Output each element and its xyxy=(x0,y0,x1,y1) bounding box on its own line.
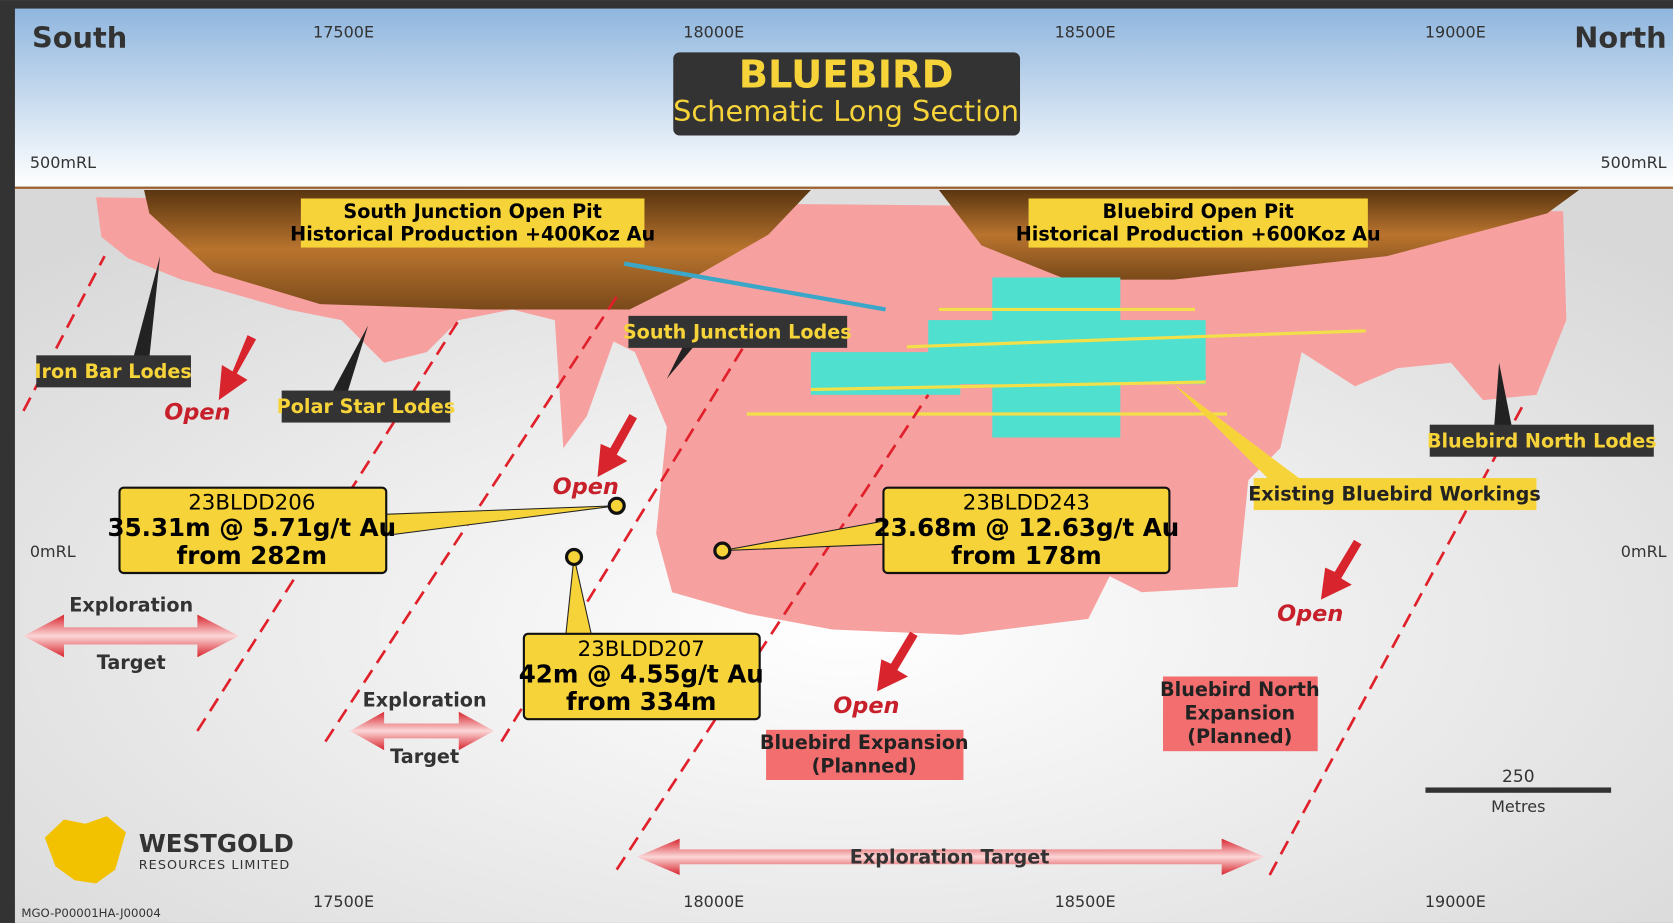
hole-id: 23BLDD206 xyxy=(188,491,315,516)
drillhole-callouts: 23BLDD206 35.31m @ 5.71g/t Au from 282m … xyxy=(108,486,1180,721)
target-arrows xyxy=(23,614,1265,875)
intercept: 35.31m @ 5.71g/t Au xyxy=(108,513,397,542)
target-label: Target xyxy=(97,651,166,674)
elevation: 0mRL xyxy=(30,542,76,561)
axes: 17500E 18000E 18500E 19000E 17500E 18000… xyxy=(30,21,1667,912)
easting: 19000E xyxy=(1425,23,1486,42)
expansion-labels: Bluebird Expansion (Planned) Bluebird No… xyxy=(760,676,1320,780)
title-box xyxy=(673,52,1021,136)
lode-label: Iron Bar Lodes xyxy=(34,360,191,383)
expansion-label: Bluebird North xyxy=(1160,678,1320,701)
expansion-label: (Planned) xyxy=(812,755,917,778)
pit-label: Bluebird Open Pit xyxy=(1103,200,1294,223)
scale-label: 250 xyxy=(1502,767,1535,787)
title: BLUEBIRD xyxy=(739,52,954,97)
lode-label: Existing Bluebird Workings xyxy=(1248,483,1541,506)
elevation: 500mRL xyxy=(30,153,96,172)
easting: 18000E xyxy=(683,892,744,911)
easting: 17500E xyxy=(313,23,374,42)
elevation: 0mRL xyxy=(1621,542,1667,561)
target-labels: Exploration Target Exploration Target Ex… xyxy=(69,594,1049,869)
expansion-label: Bluebird Expansion xyxy=(760,731,969,754)
target-label: Target xyxy=(390,745,459,768)
pit-label: Historical Production +600Koz Au xyxy=(1016,222,1381,245)
easting: 18000E xyxy=(683,23,744,42)
direction: North xyxy=(1574,21,1666,55)
pit-labels: South Junction Open Pit Historical Produ… xyxy=(290,198,1381,248)
easting: 17500E xyxy=(313,892,374,911)
lode-label: Bluebird North Lodes xyxy=(1427,429,1657,452)
easting: 18500E xyxy=(1055,892,1116,911)
open-labels: Open Open Open Open xyxy=(164,399,1343,718)
target-label: Exploration xyxy=(363,689,487,712)
document-id: MGO-P00001HA-J00004 xyxy=(21,906,161,920)
intercept: 42m @ 4.55g/t Au xyxy=(519,659,764,688)
expansion-label: (Planned) xyxy=(1187,725,1292,748)
target-label: Exploration xyxy=(69,594,193,617)
open-label: Open xyxy=(164,399,230,425)
hole-id: 23BLDD207 xyxy=(578,637,705,662)
open-label: Open xyxy=(553,474,619,500)
open-arrows xyxy=(218,335,1362,692)
subtitle: Schematic Long Section xyxy=(673,94,1019,128)
logo-sub: RESOURCES LIMITED xyxy=(139,858,291,873)
direction: South xyxy=(32,21,127,55)
hole-id: 23BLDD243 xyxy=(963,491,1090,516)
scale-bar: 250 Metres xyxy=(1425,767,1612,816)
intercept: from 282m xyxy=(177,541,328,570)
intercept: from 178m xyxy=(951,541,1102,570)
easting: 19000E xyxy=(1425,892,1486,911)
lode-label: South Junction Lodes xyxy=(623,320,852,343)
pit-label: South Junction Open Pit xyxy=(343,200,602,223)
open-label: Open xyxy=(1277,601,1343,627)
scale-unit: Metres xyxy=(1491,797,1545,816)
lode-label: Polar Star Lodes xyxy=(277,395,456,418)
lode-labels: Iron Bar Lodes Polar Star Lodes South Ju… xyxy=(34,315,1657,511)
intercept: from 334m xyxy=(566,687,717,716)
holes xyxy=(564,496,732,567)
pit-label: Historical Production +400Koz Au xyxy=(290,222,655,245)
elevation: 500mRL xyxy=(1600,153,1666,172)
target-label: Exploration Target xyxy=(850,845,1050,868)
intercept: 23.68m @ 12.63g/t Au xyxy=(874,513,1180,542)
workings xyxy=(623,261,1366,438)
open-label: Open xyxy=(833,693,899,719)
logo: WESTGOLD RESOURCES LIMITED xyxy=(44,816,294,884)
easting: 18500E xyxy=(1055,23,1116,42)
expansion-label: Expansion xyxy=(1184,701,1295,724)
logo-name: WESTGOLD xyxy=(139,829,294,858)
